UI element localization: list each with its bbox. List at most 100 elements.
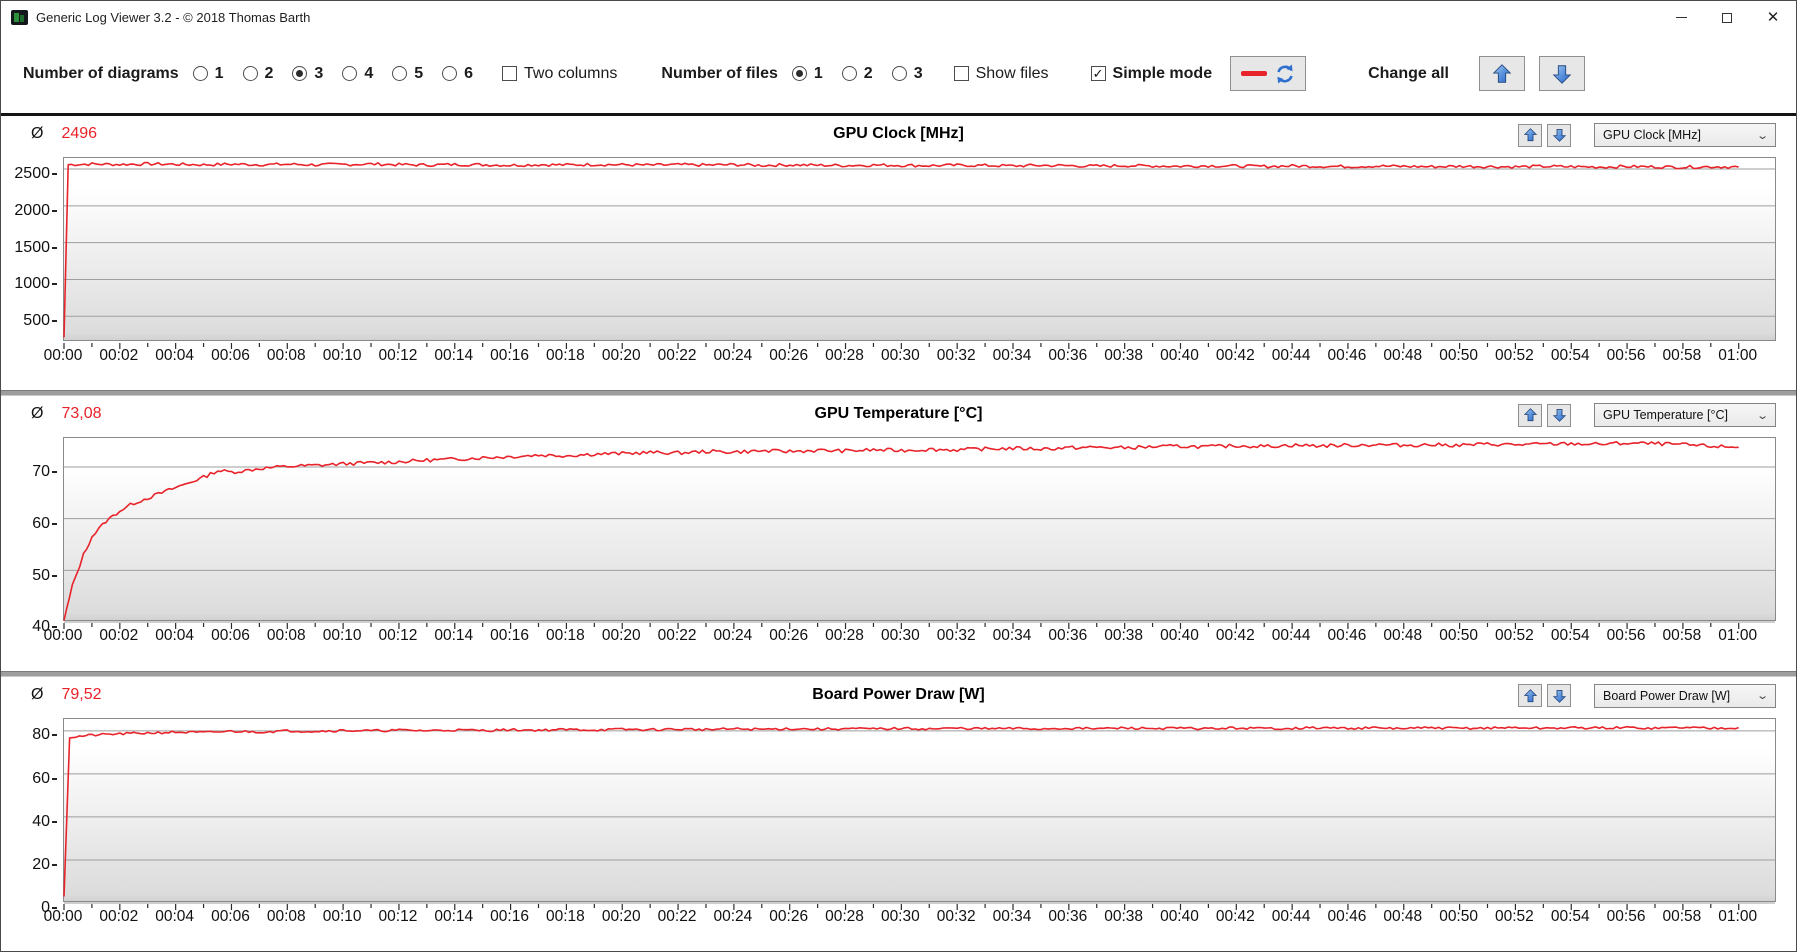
x-tick-label: 00:12	[378, 347, 418, 364]
refresh-icon	[1276, 64, 1293, 83]
arrow-down-icon	[1552, 689, 1566, 703]
x-tick-label: 00:22	[657, 907, 697, 925]
show-files-checkbox[interactable]: Show files	[953, 64, 1049, 83]
x-tick-label: 00:20	[601, 627, 641, 645]
x-tick-label: 00:30	[880, 907, 920, 925]
y-axis-labels: 500 1000 1500 2000 2500	[1, 157, 63, 341]
average-readout: Ø 73,08	[31, 405, 102, 423]
signal-select-dropdown[interactable]: GPU Clock [MHz] ⌄	[1594, 123, 1776, 147]
radio-icon	[342, 66, 358, 81]
checkbox-icon	[953, 66, 969, 81]
chart-line-svg	[63, 161, 1775, 349]
panel-gpu-temperature: Ø 73,08 GPU Temperature [°C] GPU Tempera…	[1, 396, 1796, 671]
move-up-button[interactable]	[1518, 684, 1542, 708]
panel-header: Ø 73,08 GPU Temperature [°C] GPU Tempera…	[1, 403, 1796, 431]
plot-area	[63, 157, 1776, 349]
diagram-count-radio-6[interactable]: 6	[442, 65, 473, 83]
x-tick-label: 00:06	[211, 627, 250, 645]
y-tick-label: 2500	[14, 165, 57, 183]
radio-icon	[791, 66, 807, 81]
diagram-count-radio-4[interactable]: 4	[342, 65, 373, 83]
x-tick-label: 00:46	[1327, 907, 1367, 925]
panel-separator	[1, 390, 1796, 397]
close-icon: ✕	[1766, 9, 1780, 26]
x-tick-label: 00:36	[1048, 907, 1088, 925]
minimize-button[interactable]	[1658, 1, 1704, 34]
move-up-button[interactable]	[1518, 403, 1542, 427]
checkbox-label: Show files	[975, 64, 1049, 82]
x-tick-label: 00:34	[992, 907, 1032, 925]
radio-label: 6	[464, 64, 474, 82]
maximize-button[interactable]	[1704, 1, 1750, 34]
x-tick-label: 01:00	[1718, 347, 1758, 364]
x-tick-label: 00:48	[1383, 907, 1423, 925]
change-all-down-button[interactable]	[1539, 56, 1585, 91]
chevron-down-icon: ⌄	[1755, 129, 1769, 142]
panel-board-power: Ø 79,52 Board Power Draw [W] Board Power…	[1, 676, 1796, 951]
y-tick-label: 1500	[14, 239, 57, 257]
panel-gpu-clock: Ø 2496 GPU Clock [MHz] GPU Clock [MHz] ⌄ …	[1, 116, 1796, 391]
move-up-button[interactable]	[1518, 123, 1542, 147]
average-value: 79,52	[61, 685, 102, 703]
x-tick-label: 00:06	[211, 347, 250, 364]
file-count-radio-2[interactable]: 2	[841, 65, 873, 83]
x-tick-label: 00:16	[490, 627, 529, 645]
checkbox-label: Two columns	[524, 64, 618, 82]
radio-label: 3	[314, 64, 324, 82]
simple-mode-checkbox[interactable]: Simple mode	[1090, 65, 1212, 83]
x-tick-label: 00:56	[1606, 907, 1646, 925]
x-tick-label: 00:22	[657, 347, 697, 364]
toolbar: Number of diagrams 1 2 3 4 5 6 Two colum…	[1, 34, 1796, 113]
dropdown-value: Board Power Draw [W]	[1603, 688, 1731, 703]
x-tick-label: 00:46	[1327, 627, 1367, 645]
two-columns-checkbox[interactable]: Two columns	[502, 65, 617, 83]
x-tick-label: 00:30	[880, 627, 920, 645]
chart-line-svg	[63, 725, 1775, 910]
y-axis-labels: 40 50 60 70	[1, 437, 63, 635]
x-tick-label: 00:40	[1160, 627, 1199, 645]
radio-label: 3	[913, 64, 923, 82]
x-tick-label: 00:26	[769, 627, 809, 645]
close-button[interactable]: ✕	[1750, 1, 1796, 34]
x-tick-label: 00:56	[1606, 347, 1646, 364]
panel-header: Ø 79,52 Board Power Draw [W] Board Power…	[1, 683, 1796, 712]
panel-header: Ø 2496 GPU Clock [MHz] GPU Clock [MHz] ⌄	[1, 123, 1796, 151]
minimize-icon	[1675, 17, 1687, 18]
x-tick-label: 00:18	[546, 907, 585, 925]
x-tick-label: 00:52	[1495, 907, 1534, 925]
diagram-count-radio-3[interactable]: 3	[292, 65, 323, 83]
x-tick-label: 00:36	[1048, 347, 1088, 364]
move-down-button[interactable]	[1547, 403, 1571, 427]
change-all-up-button[interactable]	[1479, 56, 1525, 91]
x-tick-label: 00:34	[992, 627, 1032, 645]
chart-title: Board Power Draw [W]	[812, 685, 985, 703]
signal-select-dropdown[interactable]: GPU Temperature [°C] ⌄	[1594, 403, 1776, 428]
dropdown-value: GPU Clock [MHz]	[1603, 128, 1701, 142]
signal-select-dropdown[interactable]: Board Power Draw [W] ⌄	[1594, 683, 1776, 708]
diagram-count-radio-2[interactable]: 2	[242, 65, 273, 83]
x-tick-label: 00:44	[1271, 907, 1311, 925]
x-tick-label: 01:00	[1718, 627, 1758, 645]
x-tick-label: 00:10	[322, 627, 362, 645]
move-down-button[interactable]	[1547, 684, 1571, 708]
refresh-color-button[interactable]	[1230, 56, 1307, 91]
x-tick-label: 00:52	[1495, 627, 1534, 645]
x-tick-label: 00:26	[769, 907, 809, 925]
diagram-count-radio-5[interactable]: 5	[392, 65, 423, 83]
x-tick-label: 00:38	[1104, 907, 1144, 925]
x-tick-label: 00:08	[266, 347, 306, 364]
diagram-count-radio-1[interactable]: 1	[192, 65, 224, 83]
x-tick-label: 00:30	[880, 347, 920, 364]
x-tick-label: 00:10	[322, 907, 362, 925]
x-axis-labels: 00:00 00:02 00:04 00:06 00:08 00:10 00:12 00:14…	[44, 907, 1776, 932]
x-tick-label: 00:00	[43, 907, 83, 925]
x-tick-label: 00:42	[1215, 627, 1255, 645]
chart-panels: Ø 2496 GPU Clock [MHz] GPU Clock [MHz] ⌄ …	[1, 113, 1796, 951]
y-tick-label: 20	[32, 856, 57, 874]
move-down-button[interactable]	[1547, 123, 1571, 147]
file-count-radio-3[interactable]: 3	[891, 64, 923, 83]
x-tick-label: 00:00	[43, 347, 83, 364]
file-count-radio-1[interactable]: 1	[791, 65, 823, 83]
average-symbol: Ø	[31, 125, 44, 142]
radio-icon	[841, 66, 857, 81]
